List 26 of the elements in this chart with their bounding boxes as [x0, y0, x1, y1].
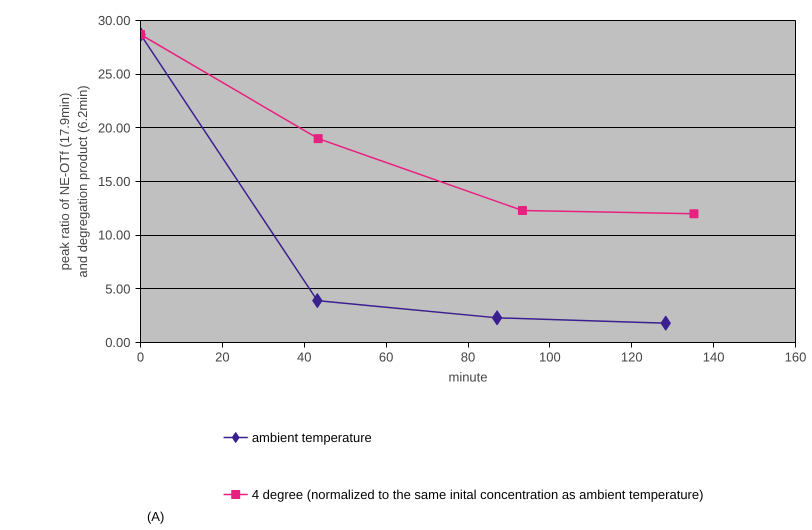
point	[689, 209, 698, 218]
point	[492, 310, 502, 326]
y-tick-label: 0.00	[105, 335, 131, 350]
text: (A)	[146, 509, 164, 524]
x-tick-label: 80	[460, 350, 476, 364]
x-tick-label: 100	[539, 350, 561, 364]
legend-label: 4 degree (normalized to the same inital concentration as ambient temperature)	[252, 487, 704, 502]
y-tick-label: 20.00	[98, 120, 131, 136]
x-tick-label: 120	[620, 350, 643, 364]
x-tick-label: 140	[702, 350, 724, 364]
x-tick-label: 60	[378, 350, 394, 364]
y-tick-label: 25.00	[98, 66, 131, 82]
y-tick-label: 15.00	[98, 174, 131, 189]
point	[312, 293, 323, 308]
point	[314, 134, 323, 144]
x-tick-label: 20	[215, 350, 230, 364]
point	[518, 206, 527, 215]
x-axis-title: minute	[448, 370, 488, 384]
y-tick-label: 10.00	[98, 228, 131, 243]
y-tick-label: 30.00	[98, 13, 131, 28]
y-axis-title: peak ratio of NE-OTf (17.9min) and degregation product (6.2min)	[56, 85, 90, 278]
y-tick-label: 5.00	[105, 281, 131, 296]
legend-label: ambient temperature	[252, 430, 372, 445]
x-tick-label: 0	[136, 350, 144, 364]
x-tick-label: 40	[297, 350, 312, 364]
x-tick-label: 160	[784, 350, 806, 364]
